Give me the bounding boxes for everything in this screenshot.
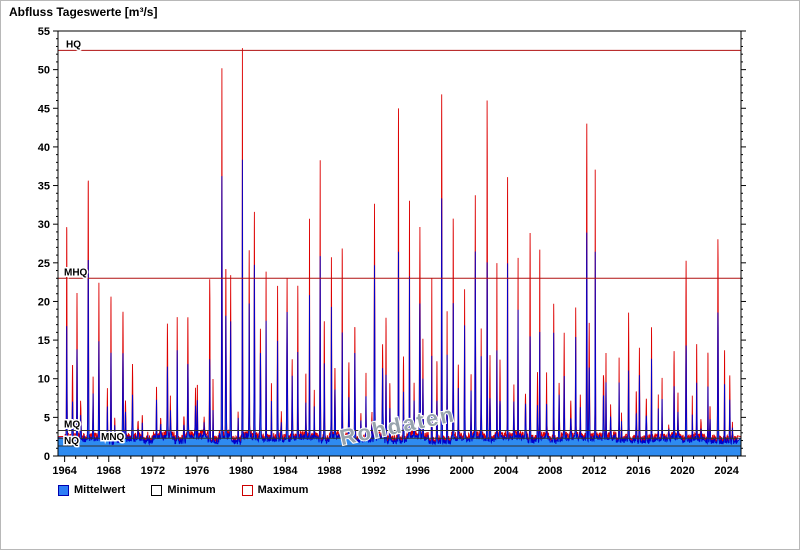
legend-item-maximum: Maximum (241, 484, 309, 496)
y-tick-label: 15 (38, 335, 50, 347)
x-tick-label: 2000 (450, 465, 474, 477)
x-tick-label: 2024 (714, 465, 739, 477)
chart-legend: Mittelwert Minimum Maximum (58, 484, 308, 496)
y-tick-label: 40 (38, 142, 50, 154)
series-maximum (57, 48, 742, 444)
max-swatch-icon (241, 484, 253, 496)
series-mean (57, 159, 742, 446)
y-tick-label: 20 (38, 296, 50, 308)
plot-border (57, 30, 742, 457)
legend-label-mittelwert: Mittelwert (74, 484, 126, 496)
min-swatch-icon (151, 484, 163, 496)
x-tick-label: 2020 (670, 465, 694, 477)
x-tick-label: 1992 (361, 465, 385, 477)
y-tick-label: 0 (44, 451, 50, 463)
y-tick-label: 50 (38, 65, 50, 77)
x-tick-label: 1976 (185, 465, 209, 477)
y-tick-label: 55 (38, 26, 50, 38)
refline-label-MQ: MQ (64, 420, 80, 431)
chart-title: Abfluss Tageswerte [m³/s] (9, 5, 158, 19)
refline-label-MNQ: MNQ (101, 432, 125, 443)
x-tick-label: 1968 (97, 465, 121, 477)
mean-swatch-icon (58, 484, 69, 496)
y-tick-label: 35 (38, 181, 50, 193)
y-tick-label: 25 (38, 258, 50, 270)
refline-label-MHQ: MHQ (64, 267, 88, 278)
legend-item-minimum: Minimum (151, 484, 216, 496)
x-tick-label: 2004 (494, 465, 519, 477)
x-tick-label: 2016 (626, 465, 650, 477)
x-tick-label: 1988 (317, 465, 341, 477)
x-tick-label: 1984 (273, 465, 298, 477)
legend-label-minimum: Minimum (167, 484, 216, 496)
legend-item-mittelwert: Mittelwert (58, 484, 125, 496)
refline-label-HQ: HQ (66, 39, 81, 50)
y-tick-label: 45 (38, 103, 50, 115)
y-tick-label: 30 (38, 219, 50, 231)
refline-label-NQ: NQ (64, 436, 79, 447)
x-tick-label: 2008 (538, 465, 562, 477)
y-tick-label: 10 (38, 374, 50, 386)
x-tick-label: 1972 (141, 465, 165, 477)
legend-label-maximum: Maximum (257, 484, 309, 496)
x-tick-label: 2012 (582, 465, 606, 477)
x-tick-label: 1996 (405, 465, 429, 477)
y-tick-label: 5 (44, 412, 50, 424)
x-tick-label: 1980 (229, 465, 253, 477)
x-tick-label: 1964 (52, 465, 77, 477)
